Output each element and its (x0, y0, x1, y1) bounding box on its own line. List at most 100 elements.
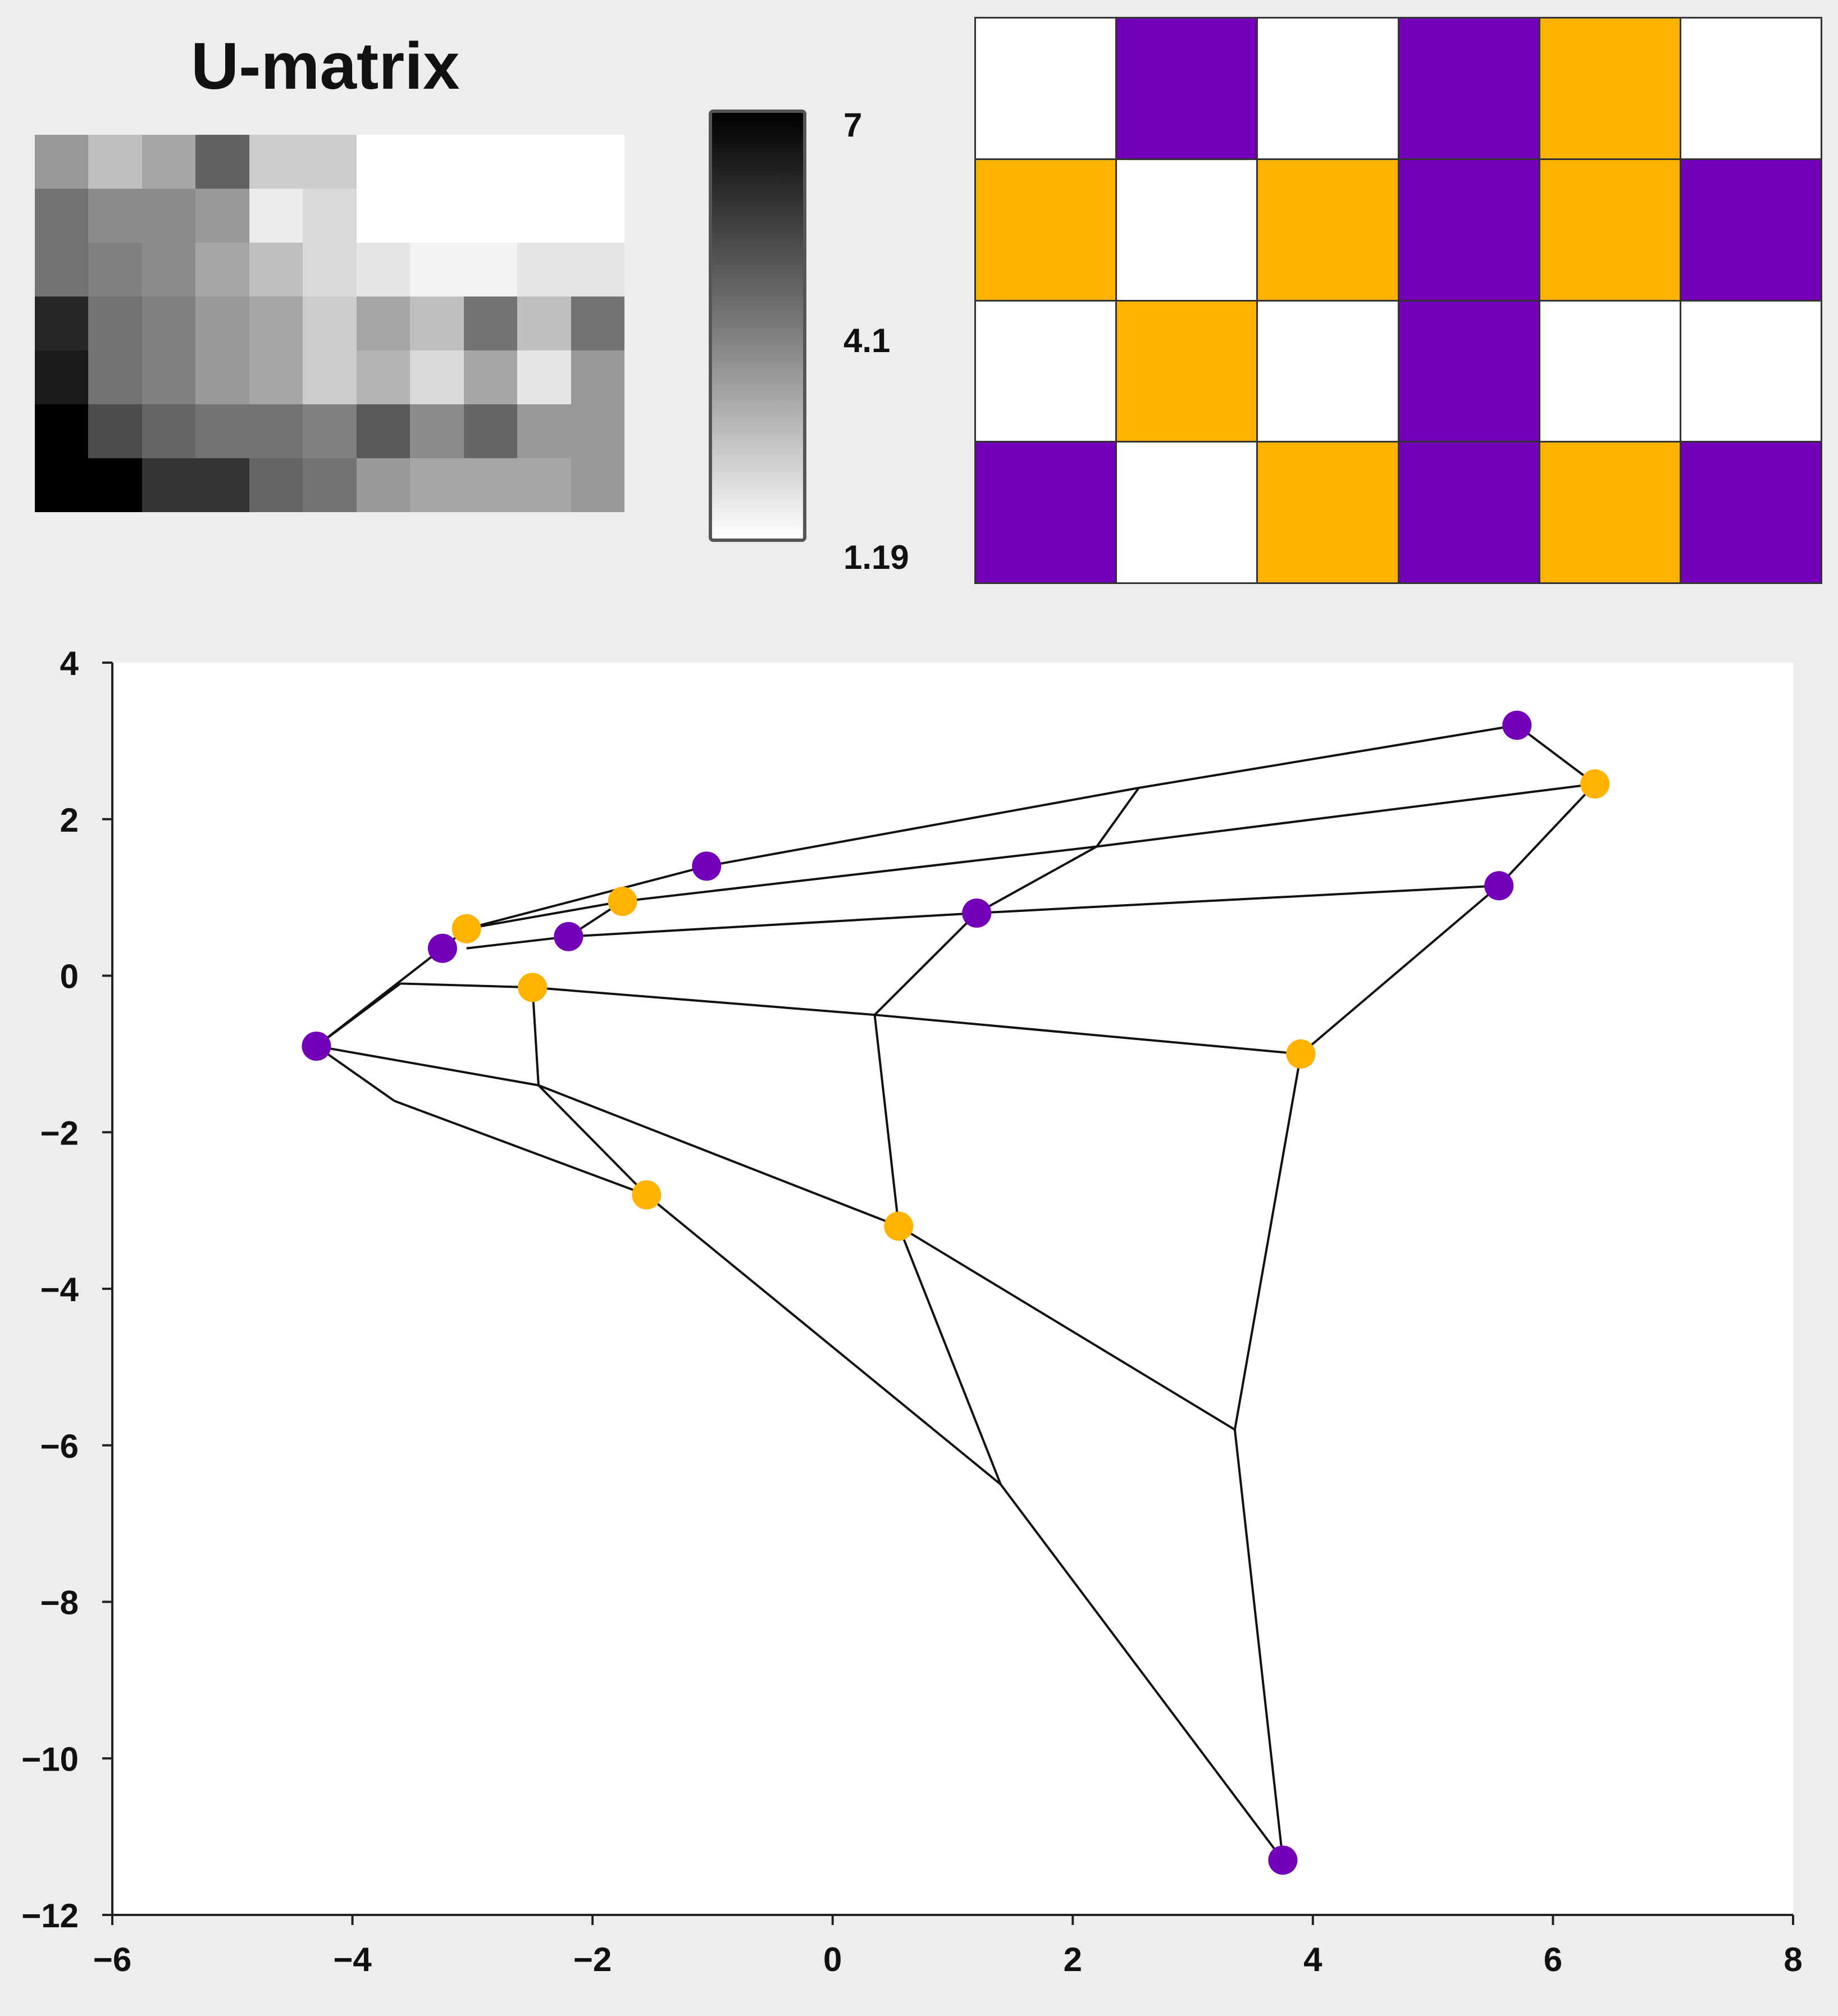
y-tick-label: 0 (60, 958, 79, 996)
x-tick-label: −2 (573, 1941, 612, 1978)
x-tick-label: −6 (93, 1941, 131, 1978)
umatrix-cell (88, 243, 142, 297)
hit-map-grid (974, 17, 1822, 584)
network-edge (706, 787, 1139, 868)
umatrix-cell (303, 350, 357, 404)
network-edge (466, 865, 707, 930)
y-tick-label: −6 (40, 1427, 79, 1465)
umatrix-cell (356, 243, 411, 297)
data-point-orange (884, 1211, 914, 1241)
data-point-orange (608, 887, 637, 916)
umatrix-cell (249, 350, 303, 404)
umatrix-cell (463, 189, 518, 243)
hit-map-cell-purple (1399, 301, 1539, 441)
data-point-orange (1286, 1039, 1316, 1069)
umatrix-cell (88, 350, 142, 404)
network-edges (316, 724, 1596, 1861)
umatrix-cell (88, 458, 142, 512)
umatrix-cell (35, 404, 89, 458)
network-edge (400, 982, 533, 989)
network-edge (646, 1194, 1002, 1485)
y-tick-label: −10 (21, 1740, 79, 1778)
umatrix-cell (35, 350, 89, 404)
umatrix-cell (88, 135, 142, 189)
umatrix-cell (517, 297, 571, 350)
umatrix-cell (463, 135, 518, 189)
hit-map-cell-orange (1258, 443, 1398, 582)
umatrix-cell (142, 458, 196, 512)
umatrix-cell (571, 243, 624, 297)
data-point-purple (554, 922, 583, 951)
hit-map-cell-purple (1117, 19, 1257, 158)
hit-map-cell-empty (1681, 301, 1821, 441)
umatrix-cell (517, 243, 571, 297)
umatrix-cell (410, 297, 464, 350)
hit-map-cell-purple (1681, 159, 1821, 300)
hit-map-cell-purple (976, 443, 1116, 582)
y-tick-label: −12 (21, 1897, 79, 1935)
umatrix-cell (356, 458, 411, 512)
plot-area (112, 663, 1793, 1915)
hit-map-cell-purple (1399, 443, 1539, 582)
umatrix-cell (410, 350, 464, 404)
umatrix-cell (356, 350, 411, 404)
data-point-purple (302, 1031, 331, 1061)
data-point-purple (692, 851, 722, 881)
x-tick-label: 4 (1303, 1941, 1322, 1978)
umatrix-cell (88, 404, 142, 458)
umatrix-cell (571, 404, 624, 458)
network-edge (976, 845, 1098, 914)
umatrix-cell (517, 189, 571, 243)
y-tick-label: 2 (60, 801, 79, 839)
colorbar-max-label: 7 (843, 106, 863, 144)
hit-map-cell-orange (1540, 443, 1680, 582)
y-tick-label: −8 (40, 1584, 79, 1622)
hit-map-cell-empty (976, 301, 1116, 441)
y-tick-label: −2 (40, 1114, 79, 1152)
network-edge (316, 982, 402, 1047)
umatrix-cell (249, 297, 303, 350)
network-edge (1096, 787, 1140, 847)
umatrix-cell (35, 243, 89, 297)
umatrix-cell (195, 297, 249, 350)
network-edge (531, 987, 540, 1085)
network-edge (538, 1084, 900, 1228)
umatrix-cell (195, 458, 249, 512)
network-edge (898, 1225, 1235, 1431)
colorbar-min-label: 1.19 (843, 539, 909, 576)
hit-map-cell-empty (1117, 159, 1257, 300)
colorbar-mid-label: 4.1 (843, 322, 891, 359)
umatrix-cell (463, 404, 518, 458)
umatrix-title: U-matrix (191, 29, 460, 103)
network-edge (1096, 783, 1595, 848)
umatrix-cell (303, 135, 357, 189)
umatrix-cell (463, 350, 518, 404)
umatrix-cell (195, 404, 249, 458)
y-tick-label: 4 (60, 645, 79, 682)
umatrix-heatmap (35, 135, 624, 512)
data-point-purple (427, 933, 457, 963)
hit-map-cell-purple (1399, 19, 1539, 158)
network-edge (1233, 1053, 1302, 1430)
data-point-purple (1268, 1845, 1298, 1875)
umatrix-cell (571, 189, 624, 243)
umatrix-cell (195, 135, 249, 189)
umatrix-cell (303, 458, 357, 512)
data-point-orange (1580, 769, 1610, 799)
hit-map-cell-empty (1258, 19, 1398, 158)
umatrix-cell (142, 243, 196, 297)
hit-map-cell-empty (1117, 443, 1257, 582)
hit-map-cell-empty (1681, 19, 1821, 158)
umatrix-cell (571, 458, 624, 512)
network-edge (1233, 1429, 1284, 1860)
network-edge (316, 1045, 395, 1102)
umatrix-cell (571, 350, 624, 404)
umatrix-cell (142, 297, 196, 350)
umatrix-cell (35, 297, 89, 350)
umatrix-cell (142, 135, 196, 189)
data-point-purple (1502, 710, 1532, 740)
umatrix-cell (142, 404, 196, 458)
network-edge (568, 912, 977, 938)
umatrix-cell (517, 350, 571, 404)
umatrix-cell (356, 297, 411, 350)
